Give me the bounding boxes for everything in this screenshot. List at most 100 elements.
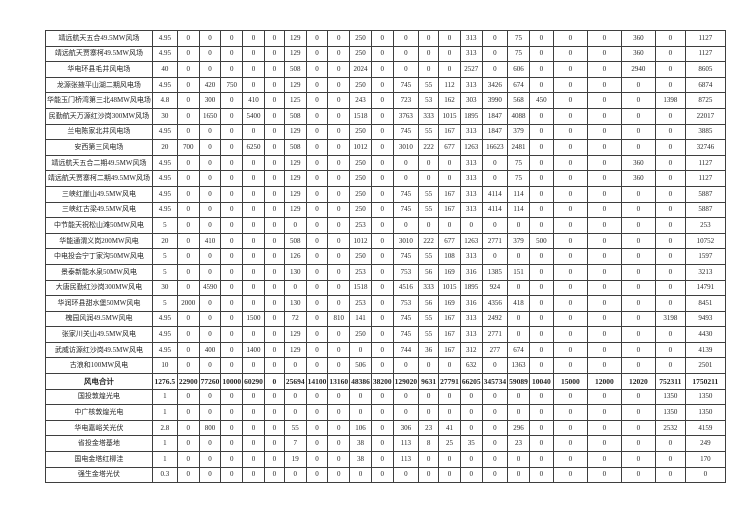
value-cell: 1015 xyxy=(438,279,461,297)
value-cell: 12020 xyxy=(620,373,656,390)
value-cell: 129 xyxy=(283,185,307,203)
value-cell: 0 xyxy=(459,419,483,437)
value-cell: 0 xyxy=(586,45,622,63)
value-cell: 0 xyxy=(327,435,351,453)
value-cell: 0 xyxy=(392,30,420,47)
value-cell: 0 xyxy=(586,388,622,406)
value-cell: 55 xyxy=(418,76,440,94)
value-cell: 129 xyxy=(283,45,307,63)
value-cell: 0 xyxy=(198,170,222,187)
value-cell: 0 xyxy=(392,61,420,78)
value-cell: 0 xyxy=(459,388,483,406)
value-cell: 0 xyxy=(620,388,656,406)
value-cell: 0 xyxy=(481,419,509,437)
plant-name-cell: 三峡红崖山49.5MW风电 xyxy=(45,185,153,203)
plant-name-cell: 古浪和100MW风电 xyxy=(45,357,153,375)
value-cell: 129 xyxy=(283,30,307,47)
value-cell: 130 xyxy=(283,295,307,312)
value-cell: 0 xyxy=(327,61,351,78)
value-cell: 0 xyxy=(438,61,461,78)
value-cell: 0 xyxy=(242,451,265,468)
value-cell: 0 xyxy=(459,466,483,484)
value-cell: 508 xyxy=(283,107,307,125)
value-cell: 60290 xyxy=(242,373,265,390)
value-cell: 0 xyxy=(586,201,622,219)
value-cell: 0 xyxy=(507,388,530,406)
value-cell: 0 xyxy=(586,310,622,328)
value-cell: 0 xyxy=(327,107,351,125)
value-cell: 0 xyxy=(586,170,622,187)
value-cell: 750 xyxy=(220,76,244,94)
value-cell: 0 xyxy=(586,357,622,375)
value-cell: 4590 xyxy=(198,279,222,297)
value-cell: 0 xyxy=(242,435,265,453)
value-cell: 1363 xyxy=(507,357,530,375)
value-cell: 0 xyxy=(220,279,244,297)
capacity-cell: 4.95 xyxy=(151,185,178,203)
value-cell: 8451 xyxy=(684,295,726,312)
value-cell: 313 xyxy=(459,76,483,94)
value-cell: 0 xyxy=(370,466,394,484)
value-cell: 0 xyxy=(620,123,656,141)
value-cell: 6250 xyxy=(242,139,265,156)
value-cell: 506 xyxy=(349,357,372,375)
value-cell: 0 xyxy=(481,61,509,78)
plant-name-cell: 民勤航天万源红沙岗300MW风场 xyxy=(45,107,153,125)
value-cell: 0 xyxy=(176,45,200,63)
value-cell: 0 xyxy=(654,123,686,141)
table-body: 靖远航天五合49.5MW风场 4.95 0 0 0 0 0 129 0 0 250 0 0 0 0 313 0 7… xyxy=(45,30,726,484)
value-cell: 0 xyxy=(176,154,200,172)
value-cell: 1750211 xyxy=(684,373,726,390)
value-cell: 0 xyxy=(242,232,265,250)
value-cell: 0 xyxy=(305,92,329,109)
value-cell: 55 xyxy=(418,248,440,265)
value-cell: 0 xyxy=(620,92,656,109)
value-cell: 0 xyxy=(438,45,461,63)
table-row: 民勤航天万源红沙岗300MW风场 30 0 1650 0 5400 0 508 0 0 1518 0 3… xyxy=(45,107,726,125)
value-cell: 0 xyxy=(586,139,622,156)
capacity-cell: 2.8 xyxy=(151,419,178,437)
value-cell: 0 xyxy=(552,388,588,406)
value-cell: 0 xyxy=(586,326,622,343)
value-cell: 0 xyxy=(481,357,509,375)
capacity-cell: 10 xyxy=(151,357,178,375)
value-cell: 0 xyxy=(263,217,285,234)
value-cell: 222 xyxy=(418,139,440,156)
value-cell: 0 xyxy=(654,232,686,250)
value-cell: 0 xyxy=(418,154,440,172)
value-cell: 0 xyxy=(198,185,222,203)
capacity-cell: 4.95 xyxy=(151,310,178,328)
value-cell: 0 xyxy=(552,139,588,156)
value-cell: 0 xyxy=(370,30,394,47)
value-cell: 1012 xyxy=(349,139,372,156)
value-cell: 0 xyxy=(620,201,656,219)
value-cell: 744 xyxy=(392,341,420,359)
plant-name-cell: 中电投会宁丁家沟50MW风电 xyxy=(45,248,153,265)
value-cell: 4114 xyxy=(481,185,509,203)
capacity-cell: 5 xyxy=(151,248,178,265)
value-cell: 0 xyxy=(176,435,200,453)
value-cell: 0 xyxy=(305,295,329,312)
value-cell: 0 xyxy=(654,217,686,234)
value-cell: 313 xyxy=(459,310,483,328)
value-cell: 0 xyxy=(220,107,244,125)
value-cell: 0 xyxy=(370,404,394,421)
value-cell: 129 xyxy=(283,123,307,141)
value-cell: 313 xyxy=(459,154,483,172)
value-cell: 0 xyxy=(327,123,351,141)
value-cell: 0 xyxy=(176,185,200,203)
value-cell: 0 xyxy=(654,435,686,453)
value-cell: 56 xyxy=(418,263,440,281)
value-cell: 0 xyxy=(392,466,420,484)
value-cell: 0 xyxy=(507,310,530,328)
value-cell: 0 xyxy=(620,419,656,437)
value-cell: 1127 xyxy=(684,30,726,47)
value-cell: 0 xyxy=(263,92,285,109)
value-cell: 0 xyxy=(392,170,420,187)
value-cell: 0 xyxy=(654,451,686,468)
value-cell: 0 xyxy=(305,341,329,359)
value-cell: 345734 xyxy=(481,373,509,390)
value-cell: 0 xyxy=(528,45,554,63)
capacity-cell: 5 xyxy=(151,263,178,281)
value-cell: 0 xyxy=(242,248,265,265)
